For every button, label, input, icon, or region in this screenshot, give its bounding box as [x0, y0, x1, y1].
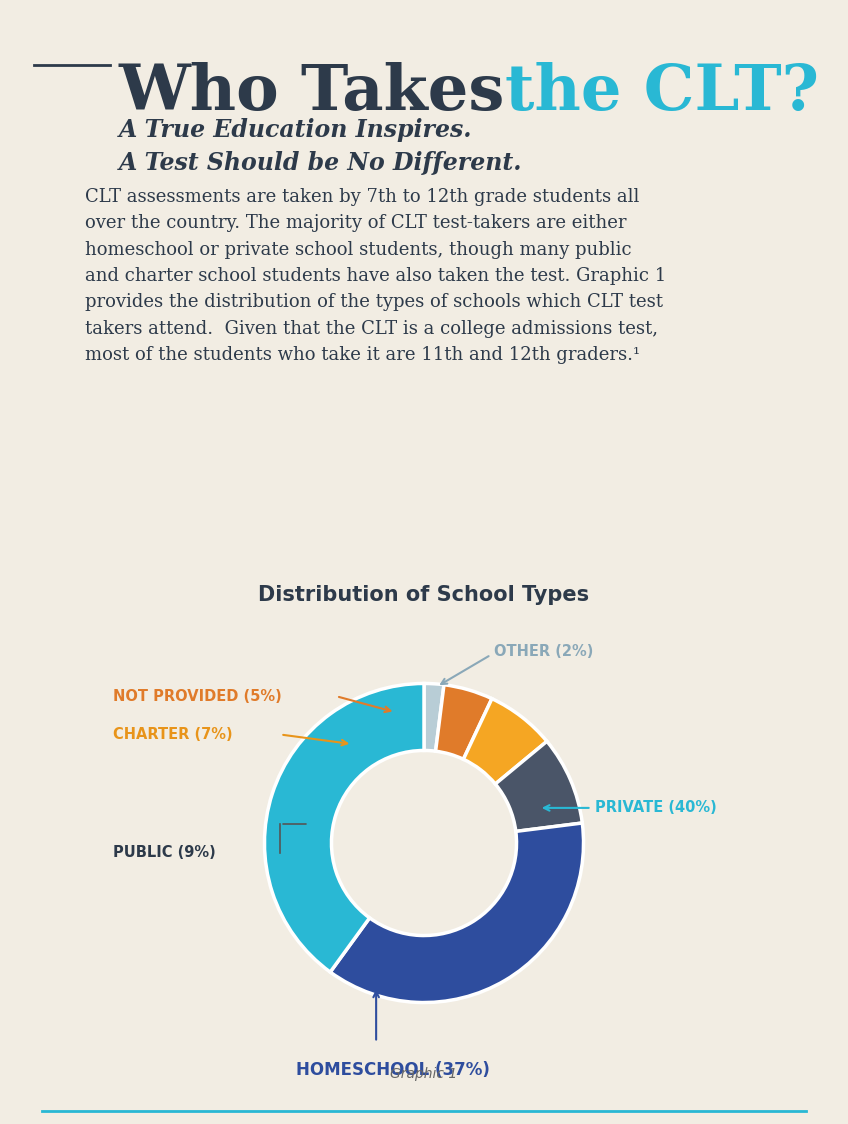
Text: CHARTER (7%): CHARTER (7%) — [113, 727, 232, 742]
Wedge shape — [463, 699, 547, 785]
Wedge shape — [424, 683, 444, 751]
Text: OTHER (2%): OTHER (2%) — [494, 644, 594, 659]
Text: PUBLIC (9%): PUBLIC (9%) — [113, 845, 215, 860]
Text: Who Takes: Who Takes — [119, 62, 527, 123]
Text: PRIVATE (40%): PRIVATE (40%) — [594, 800, 717, 815]
Text: the CLT?: the CLT? — [505, 62, 818, 123]
Wedge shape — [436, 685, 492, 760]
Wedge shape — [495, 742, 583, 832]
Wedge shape — [330, 823, 583, 1003]
Text: A Test Should be No Different.: A Test Should be No Different. — [119, 151, 522, 174]
Text: CLT assessments are taken by 7th to 12th grade students all
over the country. Th: CLT assessments are taken by 7th to 12th… — [85, 188, 666, 364]
Text: HOMESCHOOL (37%): HOMESCHOOL (37%) — [296, 1061, 490, 1079]
Wedge shape — [265, 683, 424, 972]
Text: Distribution of School Types: Distribution of School Types — [259, 584, 589, 605]
Text: Graphic 1: Graphic 1 — [390, 1068, 458, 1081]
Text: A True Education Inspires.: A True Education Inspires. — [119, 118, 472, 142]
Text: NOT PROVIDED (5%): NOT PROVIDED (5%) — [113, 689, 282, 704]
